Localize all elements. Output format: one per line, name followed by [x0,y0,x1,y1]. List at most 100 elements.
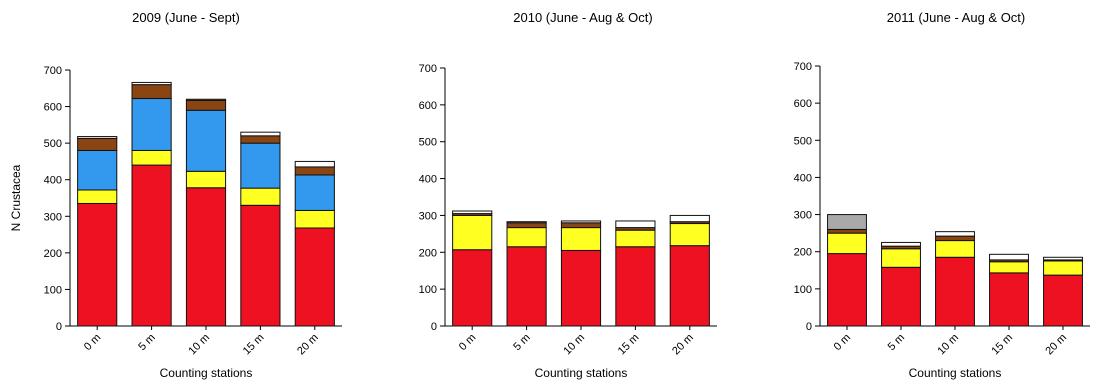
bar-segment [935,235,975,242]
bar-segment [131,98,172,151]
bar-segment [560,220,602,224]
y-tick-label: 300 [419,210,437,222]
chart-2: 2010 (June - Aug & Oct) 0 100 200 300 400 500 6… [419,10,717,380]
bar-segment [506,227,547,248]
chart-title: 2009 (June - Sept) [132,10,240,25]
x-tick-label: 15 m [241,332,267,358]
bar-segment [560,249,602,327]
y-tick-label: 100 [794,284,812,296]
x-tick-label: 10 m [186,332,212,358]
bar-segment [989,253,1029,261]
bar-segment [240,187,281,206]
x-axis-label: Counting stations [909,366,1002,380]
x-tick-label: 15 m [616,332,642,358]
x-tick-label: 10 m [561,332,587,358]
bar-segment [506,221,547,224]
x-tick-label: 0 m [82,332,103,353]
y-tick-label: 0 [56,321,62,333]
bar-segment [669,214,710,223]
bar-segment [240,135,281,144]
y-tick-label: 500 [419,137,437,149]
bar-segment [989,272,1029,327]
bar-segment [131,84,172,100]
bar-segment [935,256,975,327]
y-tick-label: 600 [794,98,812,110]
bar-segment [77,136,118,139]
bar-segment [827,253,867,327]
bar-segment [506,222,547,229]
bar-segment [935,240,975,258]
bar-segment [615,229,656,248]
y-tick-label: 0 [431,321,437,333]
bar-segment [1043,256,1083,261]
bar-segment [881,266,921,327]
bar-segment [185,187,227,327]
bar-segment [294,160,335,168]
y-tick-label: 300 [44,211,62,223]
y-tick-label: 500 [44,138,62,150]
y-tick-label: 500 [794,135,812,147]
x-tick-label: 20 m [295,332,321,358]
y-tick-label: 400 [794,172,812,184]
bar-segment [294,227,335,327]
bar-segment [131,149,172,166]
bar-segment [294,174,335,211]
bar-segment [294,209,335,229]
x-axis-label: Counting stations [535,366,628,380]
x-tick-label: 20 m [1043,332,1069,358]
x-tick-label: 20 m [670,332,696,358]
bar-segment [77,202,118,327]
bar-segment [452,214,493,251]
bar-segment [560,222,602,229]
bar-segment [669,223,710,247]
x-tick-label: 0 m [832,332,853,353]
bar-segment [185,109,227,172]
y-tick-label: 600 [419,100,437,112]
bar-segment [240,204,281,327]
bar-segment [131,164,172,327]
x-tick-label: 15 m [989,332,1015,358]
y-tick-label: 700 [794,61,812,73]
bar-segment [185,98,227,101]
y-tick-label: 200 [419,247,437,259]
bar-segment [77,137,118,151]
bar-segment [615,246,656,327]
bar-segment [1043,260,1083,276]
chart-1: 2009 (June - Sept) 0 100 200 300 400 500 600 700… [9,10,342,380]
bar-segment [881,248,921,268]
bar-segment [989,261,1029,274]
chart-title: 2011 (June - Aug & Oct) [887,10,1026,25]
bar-segment [77,189,118,204]
x-tick-label: 0 m [457,332,478,353]
bar-segment [240,131,281,137]
y-tick-label: 700 [44,65,62,77]
chart-title: 2010 (June - Aug & Oct) [513,10,652,25]
bar-segment [827,228,867,234]
bar-segment [185,170,227,189]
y-tick-label: 400 [419,174,437,186]
bar-segment [77,149,118,191]
y-tick-label: 400 [44,175,62,187]
bar-segment [452,249,493,327]
bar-segment [185,99,227,111]
bar-segment [881,241,921,247]
x-tick-label: 5 m [511,332,532,353]
bar-segment [506,246,547,327]
y-tick-label: 300 [794,210,812,222]
y-tick-label: 200 [44,248,62,260]
bar-segment [294,166,335,176]
y-tick-label: 100 [44,284,62,296]
x-tick-label: 5 m [136,332,157,353]
x-tick-label: 5 m [886,332,907,353]
y-tick-label: 100 [419,284,437,296]
y-tick-label: 200 [794,247,812,259]
bar-segment [669,245,710,327]
bar-segment [615,220,656,229]
bar-segment [935,231,975,237]
bar-segment [131,81,172,86]
y-tick-label: 700 [419,63,437,75]
bar-segment [827,232,867,255]
chart-3: 2011 (June - Aug & Oct) 0 100 200 300 400 500 6… [794,10,1090,380]
y-axis-label: N Crustacea [9,164,23,231]
